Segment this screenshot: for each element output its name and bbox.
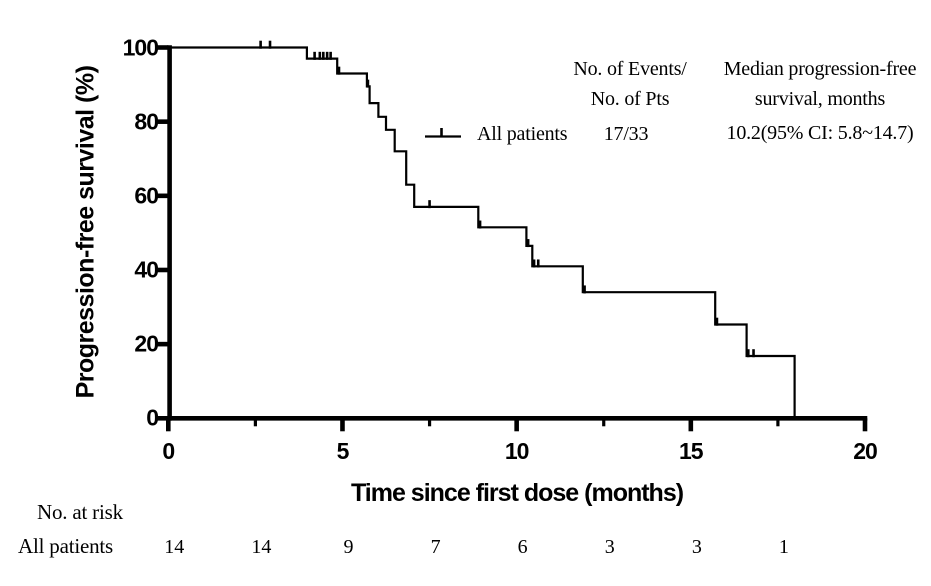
y-axis-title: Progression-free survival (%) bbox=[71, 65, 100, 399]
legend-header-events-line2: No. of Pts bbox=[590, 88, 670, 110]
at-risk-count: 6 bbox=[517, 536, 528, 558]
x-tick-label: 15 bbox=[679, 438, 704, 464]
at-risk-row-label: All patients bbox=[18, 534, 114, 558]
y-tick-label: 100 bbox=[122, 34, 159, 60]
y-tick-label: 40 bbox=[134, 256, 159, 283]
at-risk-count: 3 bbox=[604, 536, 615, 558]
legend-header-events-line1: No. of Events/ bbox=[573, 58, 687, 80]
legend-header-median-line2: survival, months bbox=[754, 88, 886, 110]
at-risk-count: 14 bbox=[164, 536, 185, 558]
at-risk-count: 9 bbox=[343, 536, 354, 558]
legend-series-label: All patients bbox=[477, 123, 568, 145]
x-tick-label: 5 bbox=[336, 438, 350, 464]
legend-header-median: Median progression-free survival, months bbox=[724, 54, 917, 114]
y-tick-label: 20 bbox=[134, 330, 159, 357]
survival-curve bbox=[168, 46, 796, 419]
x-axis-title: Time since first dose (months) bbox=[350, 479, 684, 507]
legend-header-median-line1: Median progression-free bbox=[723, 58, 917, 80]
at-risk-count: 14 bbox=[251, 536, 272, 558]
at-risk-count: 7 bbox=[430, 536, 441, 558]
y-tick-label: 60 bbox=[134, 182, 159, 209]
at-risk-title: No. at risk bbox=[37, 500, 123, 524]
legend-marker-icon bbox=[425, 128, 461, 138]
x-tick-label: 20 bbox=[853, 438, 878, 464]
legend-header-events: No. of Events/ No. of Pts bbox=[573, 54, 686, 114]
y-tick-label: 80 bbox=[134, 108, 159, 135]
at-risk-count: 3 bbox=[691, 536, 702, 558]
x-tick-label: 0 bbox=[162, 438, 175, 464]
legend-events-value: 17/33 bbox=[603, 123, 649, 145]
y-tick-label: 0 bbox=[146, 404, 159, 431]
x-tick-label: 10 bbox=[504, 438, 530, 464]
legend-median-value: 10.2(95% CI: 5.8~14.7) bbox=[726, 122, 914, 144]
at-risk-count: 1 bbox=[778, 536, 789, 558]
